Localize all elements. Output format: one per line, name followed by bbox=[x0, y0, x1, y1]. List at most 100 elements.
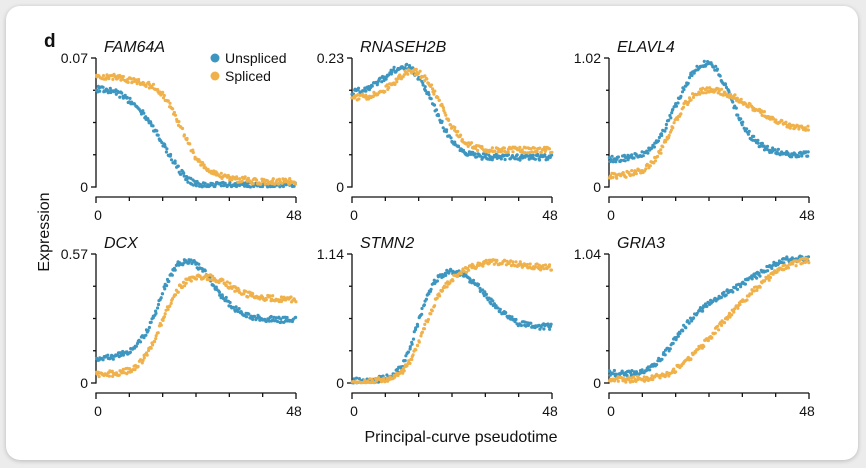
data-point bbox=[419, 334, 423, 338]
data-point bbox=[484, 152, 488, 156]
data-point bbox=[414, 67, 418, 71]
data-point bbox=[510, 315, 514, 319]
data-point bbox=[681, 329, 685, 333]
data-point bbox=[183, 284, 187, 288]
data-point bbox=[447, 271, 451, 275]
data-point bbox=[662, 351, 666, 355]
data-point bbox=[417, 340, 421, 344]
data-point bbox=[667, 133, 671, 137]
x-axis-title: Principal-curve pseudotime bbox=[365, 429, 558, 446]
data-point bbox=[243, 184, 247, 188]
data-point bbox=[670, 111, 674, 115]
data-point bbox=[484, 258, 488, 262]
y-tick-label-rnaseh2b: 0.23 bbox=[317, 50, 344, 66]
data-point bbox=[246, 295, 250, 299]
data-point bbox=[181, 280, 186, 284]
data-point bbox=[293, 182, 298, 186]
data-point bbox=[423, 322, 427, 326]
data-point bbox=[783, 263, 787, 267]
data-point bbox=[237, 307, 241, 311]
data-point bbox=[156, 331, 160, 335]
data-point bbox=[429, 287, 433, 291]
data-point bbox=[255, 178, 259, 182]
data-point bbox=[281, 184, 285, 189]
data-point bbox=[151, 316, 155, 320]
data-point bbox=[695, 311, 699, 315]
figure-card: d Expression Principal-curve pseudotime … bbox=[6, 6, 858, 460]
data-point bbox=[806, 150, 810, 154]
data-point bbox=[162, 315, 166, 319]
data-point bbox=[624, 175, 628, 179]
data-point bbox=[173, 161, 177, 165]
y-tick-label-gria3: 0 bbox=[593, 375, 601, 391]
data-point bbox=[370, 84, 374, 88]
data-point bbox=[251, 292, 255, 296]
data-point bbox=[541, 264, 545, 268]
data-point bbox=[529, 153, 533, 157]
data-point bbox=[746, 105, 750, 109]
data-point bbox=[732, 310, 736, 314]
data-point bbox=[169, 152, 173, 157]
data-point bbox=[138, 340, 143, 344]
data-point bbox=[403, 66, 407, 70]
data-point bbox=[731, 290, 735, 294]
data-point bbox=[644, 167, 648, 171]
data-point bbox=[660, 133, 664, 138]
data-point bbox=[416, 71, 421, 75]
data-point bbox=[743, 282, 748, 286]
data-point bbox=[465, 270, 469, 274]
data-point bbox=[728, 92, 732, 96]
data-point bbox=[411, 353, 415, 357]
data-point bbox=[664, 122, 669, 127]
data-point bbox=[533, 265, 537, 269]
data-point bbox=[758, 144, 763, 148]
data-point bbox=[436, 95, 440, 100]
data-point bbox=[151, 82, 156, 86]
data-point bbox=[424, 297, 428, 301]
data-point bbox=[240, 179, 244, 183]
data-point bbox=[264, 298, 268, 302]
data-point bbox=[289, 295, 293, 299]
data-point bbox=[149, 346, 153, 350]
series-spliced-rnaseh2b bbox=[350, 67, 554, 155]
data-point bbox=[513, 264, 517, 268]
data-point bbox=[519, 323, 524, 328]
data-point bbox=[356, 86, 361, 90]
data-point bbox=[807, 261, 811, 265]
data-point bbox=[672, 121, 676, 125]
data-point bbox=[252, 314, 257, 318]
data-point bbox=[514, 317, 518, 322]
data-point bbox=[224, 295, 228, 300]
data-point bbox=[182, 261, 186, 265]
data-point bbox=[191, 148, 195, 152]
data-point bbox=[432, 92, 436, 96]
data-point bbox=[210, 182, 215, 186]
data-point bbox=[398, 73, 402, 77]
x-tick-label-rnaseh2b: 48 bbox=[542, 207, 558, 223]
data-point bbox=[690, 73, 694, 78]
data-point bbox=[805, 257, 810, 261]
data-point bbox=[612, 368, 617, 373]
data-point bbox=[244, 315, 249, 319]
data-point bbox=[354, 376, 359, 380]
data-point bbox=[607, 369, 612, 373]
data-point bbox=[422, 79, 427, 83]
data-point bbox=[228, 180, 232, 184]
data-point bbox=[498, 307, 502, 311]
data-point bbox=[219, 184, 223, 188]
data-point bbox=[382, 376, 386, 380]
data-point bbox=[800, 261, 805, 265]
data-point bbox=[405, 62, 409, 66]
data-point bbox=[713, 331, 717, 335]
data-point bbox=[163, 287, 167, 291]
data-point bbox=[144, 84, 148, 88]
data-point bbox=[435, 279, 439, 283]
panel-title-elavl4: ELAVL4 bbox=[617, 39, 675, 56]
data-point bbox=[392, 65, 396, 69]
data-point bbox=[406, 72, 410, 76]
data-point bbox=[456, 145, 461, 149]
data-point bbox=[384, 77, 388, 81]
data-point bbox=[413, 73, 417, 77]
data-point bbox=[247, 312, 251, 316]
data-point bbox=[619, 158, 623, 162]
